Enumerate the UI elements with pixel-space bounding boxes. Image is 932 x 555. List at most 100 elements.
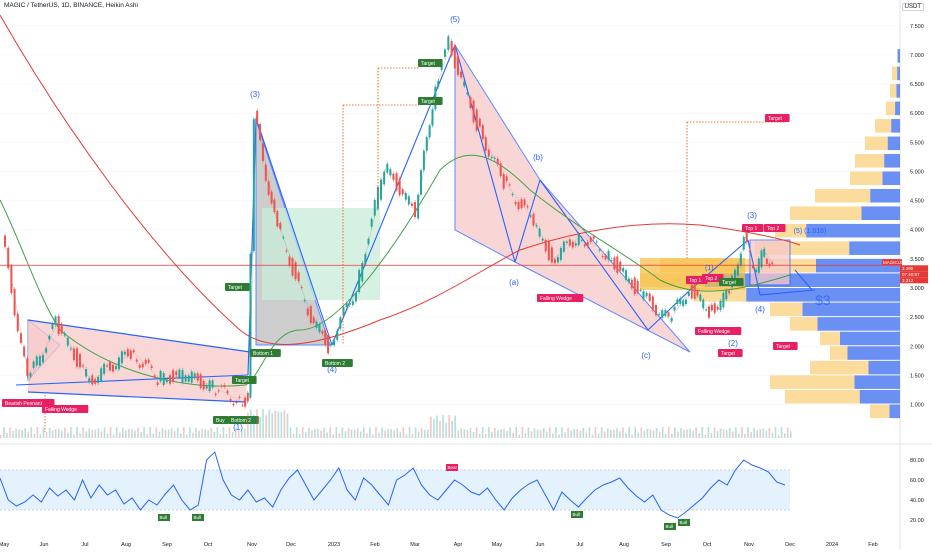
candle xyxy=(100,368,103,382)
volume-bar xyxy=(308,427,310,438)
volume-bar xyxy=(744,434,746,438)
candle xyxy=(748,250,751,253)
volume-bar xyxy=(347,428,350,438)
candle xyxy=(725,290,728,300)
signal-label-green: Bottom 2 xyxy=(228,416,259,424)
candle xyxy=(26,358,29,376)
volume-bar xyxy=(326,432,328,438)
candle xyxy=(517,202,520,210)
label-text: Top 1 xyxy=(745,226,757,232)
volume-bar xyxy=(30,427,33,438)
trend-line xyxy=(15,374,249,386)
label-text: Target xyxy=(235,378,250,384)
label-text: Falling Wedge xyxy=(540,296,572,302)
volume-bar xyxy=(674,427,676,438)
x-tick-label: Nov xyxy=(744,542,754,548)
candle xyxy=(94,379,97,384)
candle xyxy=(48,335,51,340)
candle xyxy=(69,348,72,350)
candle xyxy=(447,36,450,51)
candle xyxy=(129,350,132,359)
volume-profile-bar xyxy=(870,404,890,419)
volume-bar xyxy=(161,428,164,438)
volume-bar xyxy=(210,428,213,438)
volume-profile-bar xyxy=(897,66,900,81)
candle xyxy=(291,258,294,276)
volume-bar xyxy=(109,427,112,438)
candle xyxy=(187,375,190,382)
volume-bar xyxy=(253,414,255,438)
volume-bar xyxy=(73,434,75,438)
candle xyxy=(475,109,478,131)
volume-bar xyxy=(408,427,411,438)
volume-bar xyxy=(250,409,252,438)
volume-bar xyxy=(100,431,103,438)
x-tick-label: Jun xyxy=(536,542,545,548)
candle xyxy=(630,279,633,289)
volume-profile-bar xyxy=(890,84,897,98)
candle xyxy=(114,366,117,370)
x-tick-label: Feb xyxy=(868,542,877,548)
candle xyxy=(181,369,184,383)
candle xyxy=(395,173,398,191)
candle xyxy=(562,241,565,252)
volume-bar xyxy=(54,429,57,438)
volume-bar xyxy=(579,430,582,438)
candle xyxy=(398,178,401,196)
candle xyxy=(205,385,208,389)
candle xyxy=(550,247,553,263)
candle xyxy=(702,299,705,309)
candle xyxy=(752,265,755,269)
volume-bar xyxy=(158,431,161,438)
wave-label: (3) xyxy=(250,90,260,99)
candle xyxy=(633,277,636,294)
x-tick-label: Jul xyxy=(576,542,583,548)
candle xyxy=(417,194,420,219)
rsi-signal-text: Bull xyxy=(194,515,202,520)
trend-line xyxy=(647,289,691,331)
candle xyxy=(339,317,342,329)
volume-bar xyxy=(359,431,362,438)
price-tick-label: 3.500 xyxy=(910,257,924,263)
volume-bar xyxy=(695,427,697,438)
volume-bar xyxy=(451,420,453,438)
volume-bar xyxy=(786,427,789,438)
volume-bar xyxy=(576,428,579,438)
x-tick-label: Aug xyxy=(619,542,629,548)
rsi-signal-bg xyxy=(446,464,458,471)
candle xyxy=(571,241,574,248)
candle xyxy=(358,269,361,293)
volume-profile-bar xyxy=(850,171,883,186)
volume-bar xyxy=(750,432,752,438)
volume-bar xyxy=(57,428,60,438)
candle xyxy=(673,306,676,311)
candle xyxy=(499,163,502,176)
volume-bar xyxy=(115,427,118,438)
volume-bar xyxy=(588,427,591,438)
volume-bar xyxy=(64,427,66,438)
label-bg xyxy=(228,416,259,424)
candle xyxy=(282,237,285,239)
signal-label-red: Target xyxy=(773,342,798,350)
candle xyxy=(676,299,679,305)
candle xyxy=(23,346,26,357)
volume-bar xyxy=(683,430,685,438)
candle xyxy=(428,125,431,138)
candle xyxy=(478,118,481,127)
wave-label: (2) xyxy=(728,339,738,348)
candle xyxy=(745,232,748,243)
volume-profile-bar xyxy=(897,49,898,63)
volume-bar xyxy=(655,427,658,438)
candle xyxy=(708,306,711,318)
volume-bar xyxy=(710,432,713,438)
label-bg xyxy=(225,283,250,291)
trend-line xyxy=(514,179,541,263)
volume-bar xyxy=(491,432,493,438)
candle xyxy=(60,323,63,334)
label-text: Target xyxy=(228,285,243,291)
candle xyxy=(270,191,273,204)
volume-bar xyxy=(128,428,130,438)
volume-bar xyxy=(167,429,170,438)
wave-label: (b) xyxy=(533,153,543,162)
